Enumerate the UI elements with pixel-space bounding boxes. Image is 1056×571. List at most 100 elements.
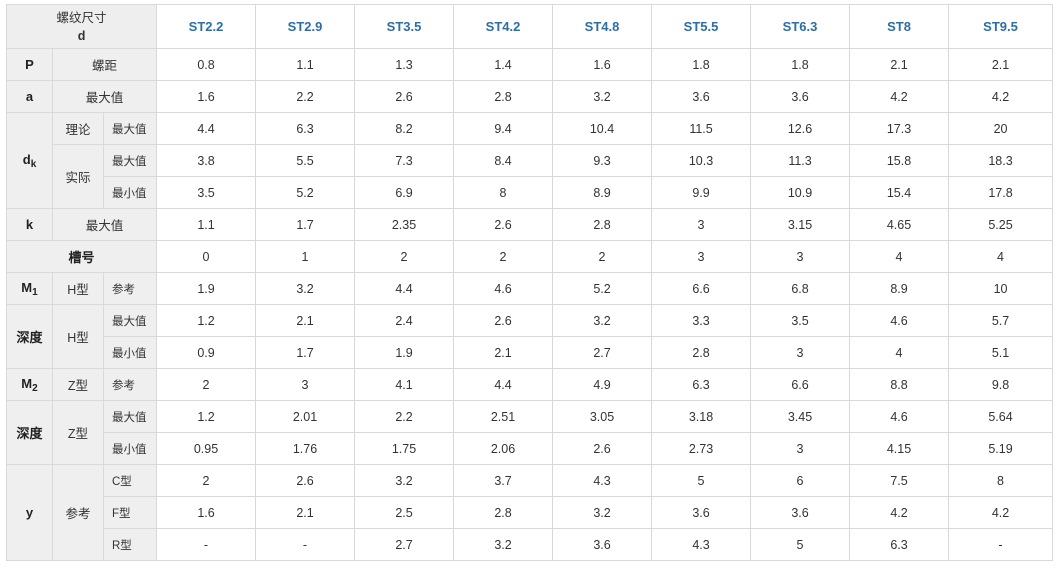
row-sublabel-c-type: C型 [102,464,158,497]
value-cell: 18.3 [948,144,1054,177]
value-cell: 2 [453,240,554,273]
row-sublabel-ref: 参考 [52,464,104,561]
value-cell: 2 [354,240,455,273]
value-cell: 3 [750,336,851,369]
value-cell: 20 [948,112,1054,145]
value-cell: 3.05 [552,400,653,433]
value-cell: 2.6 [453,304,554,337]
value-cell: 3.8 [156,144,257,177]
value-cell: 2 [156,368,257,401]
value-cell: 0.9 [156,336,257,369]
value-cell: 1.2 [156,400,257,433]
value-cell: 9.8 [948,368,1054,401]
value-cell: 2.4 [354,304,455,337]
table-row: 深度 H型 最大值 1.2 2.1 2.4 2.6 3.2 3.3 3.5 4.6 5.7 [6,304,1054,369]
value-cell: 1.6 [156,496,257,529]
value-cell: 2.7 [552,336,653,369]
value-cell: - [156,528,257,561]
value-cell: 10.4 [552,112,653,145]
row-sublabel-h-type: H型 [52,304,104,369]
row-label-m2: M2 [6,368,53,401]
value-cell: 4.4 [453,368,554,401]
value-cell: 1.6 [156,80,257,113]
value-cell: 4.65 [849,208,950,241]
value-cell: 4.2 [849,496,950,529]
value-cell: 6.8 [750,272,851,305]
row-label-a: a [6,80,53,113]
value-cell: 6.3 [651,368,752,401]
value-cell: 3.18 [651,400,752,433]
value-cell: 2.51 [453,400,554,433]
value-cell: 3.3 [651,304,752,337]
value-cell: 0 [156,240,257,273]
value-cell: 3.2 [354,464,455,497]
value-cell: 4 [849,240,950,273]
value-cell: 4.2 [849,80,950,113]
value-cell: 11.3 [750,144,851,177]
table-row: a 最大值 1.6 2.2 2.6 2.8 3.2 3.6 3.6 4.2 4.2 [6,80,1054,113]
value-cell: 3 [255,368,356,401]
header-row: 螺纹尺寸 d ST2.2 ST2.9 ST3.5 ST4.2 ST4.8 ST5… [5,4,1054,49]
value-cell: 8.9 [849,272,950,305]
value-cell: 5.25 [948,208,1054,241]
value-cell: 6.9 [354,176,455,209]
row-sublabel-z-type: Z型 [52,400,104,465]
value-cell: 4.6 [849,304,950,337]
value-cell: 3.6 [651,80,752,113]
value-cell: 3.2 [552,496,653,529]
value-cell: 3.5 [156,176,257,209]
value-cell: 4 [849,336,950,369]
thread-size-symbol: d [77,28,86,43]
screw-spec-table: 螺纹尺寸 d ST2.2 ST2.9 ST3.5 ST4.2 ST4.8 ST5… [5,4,1054,561]
table-row: 实际 最大值 3.8 5.5 7.3 8.4 9.3 10.3 11.3 15.8 18.3 [7,144,1054,209]
value-cell: 11.5 [651,112,752,145]
value-cell: 3.6 [552,528,653,561]
row-sublabel-z-type: Z型 [52,368,104,401]
table-row: k 最大值 1.1 1.7 2.35 2.6 2.8 3 3.15 4.65 5.25 [6,208,1054,241]
value-cell: 4.4 [156,112,257,145]
size-header: ST5.5 [651,4,752,49]
row-label-depth: 深度 [6,304,53,369]
thread-size-header: 螺纹尺寸 d [5,4,158,49]
value-cell: 5.1 [948,336,1054,369]
row-sublabel-ref: 参考 [102,272,158,305]
table-row: M1 H型 参考 1.9 3.2 4.4 4.6 5.2 6.6 6.8 8.9 10 [6,272,1054,305]
row-sublabel-min: 最小值 [102,176,158,209]
value-cell: 1.9 [156,272,257,305]
value-cell: 7.5 [849,464,950,497]
value-cell: 6.3 [255,112,356,145]
value-cell: 8 [948,464,1054,497]
m2-main: M [21,375,33,391]
row-sublabel-min: 最小值 [102,336,158,369]
value-cell: 2.01 [255,400,356,433]
size-header: ST2.2 [156,4,257,49]
value-cell: 2.6 [354,80,455,113]
row-sublabel-r-type: R型 [102,528,158,561]
value-cell: 2.8 [453,496,554,529]
table-row: dk 理论 最大值 4.4 6.3 8.2 9.4 10.4 11.5 12.6 17.3 20 [6,112,1054,209]
value-cell: 2.6 [255,464,356,497]
value-cell: 2 [552,240,653,273]
row-sublabel-ref: 参考 [102,368,158,401]
value-cell: 15.4 [849,176,950,209]
row-sublabel-theory: 理论 [52,112,104,145]
row-sublabel-max: 最大值 [102,144,158,177]
value-cell: 10.9 [750,176,851,209]
value-cell: 17.8 [948,176,1054,209]
value-cell: 4.3 [651,528,752,561]
m2-sub: 2 [32,382,38,394]
value-cell: 0.95 [156,432,257,465]
row-sublabel-actual: 实际 [52,144,104,209]
value-cell: 3.6 [750,80,851,113]
value-cell: 2.1 [948,48,1054,81]
value-cell: 3 [651,208,752,241]
value-cell: 2.7 [354,528,455,561]
value-cell: 4.1 [354,368,455,401]
table-row: 最小值 3.5 5.2 6.9 8 8.9 9.9 10.9 15.4 17.8 [7,176,1054,209]
table-row: R型 - -2.7 3.2 3.6 4.3 5 6.3- [7,528,1054,561]
value-cell: 4.9 [552,368,653,401]
value-cell: 3.2 [453,528,554,561]
size-header: ST9.5 [948,4,1054,49]
row-sublabel-max: 最大值 [51,80,158,113]
value-cell: 3.2 [552,80,653,113]
